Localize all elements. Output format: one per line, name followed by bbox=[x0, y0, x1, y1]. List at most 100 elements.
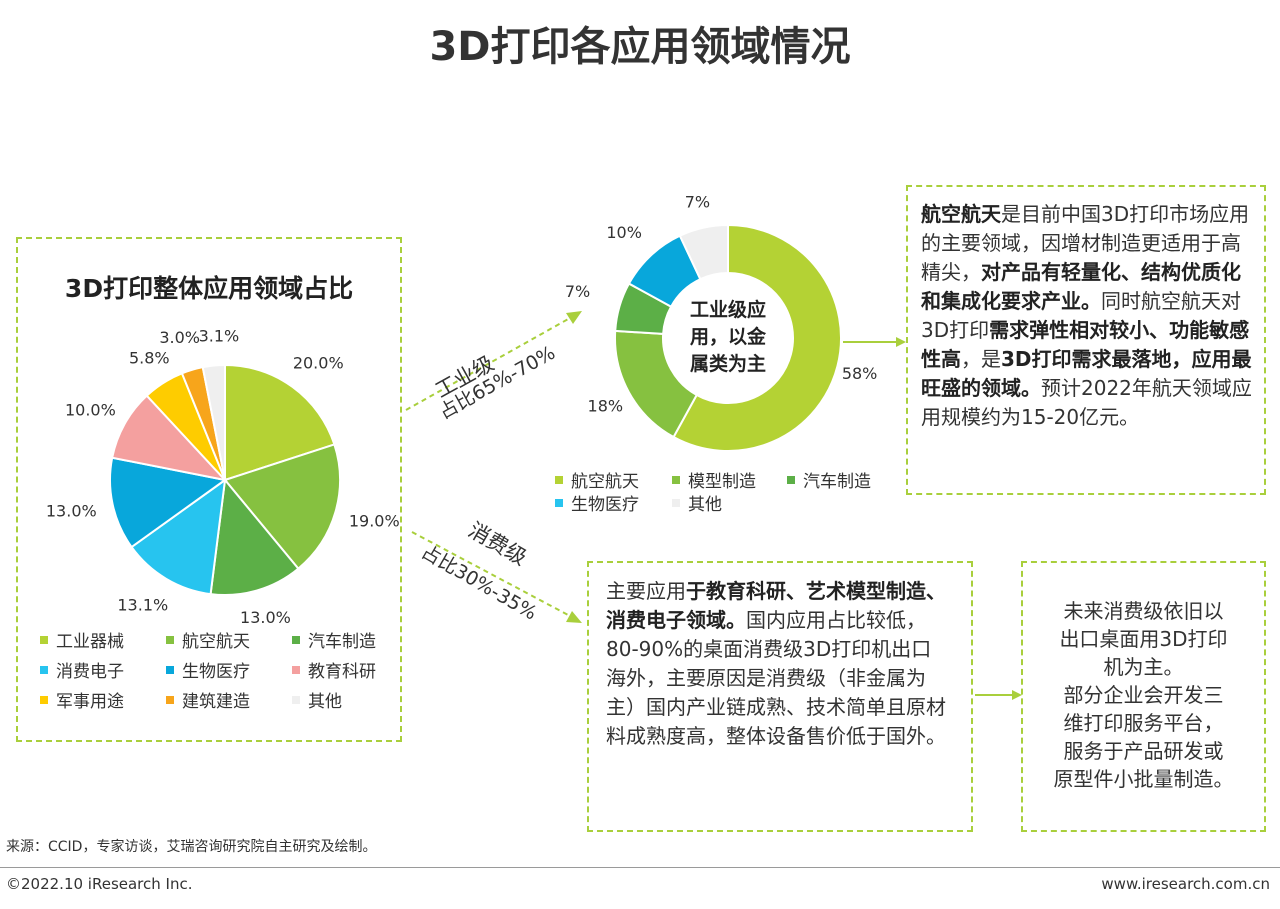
overall-pie-title: 3D打印整体应用领域占比 bbox=[64, 274, 354, 303]
legend-swatch bbox=[166, 636, 174, 644]
aerospace-info-panel: 航空航天是目前中国3D打印市场应用的主要领域，因增材制造更适用于高精尖，对产品有… bbox=[906, 185, 1266, 495]
future-line: 维打印服务平台， bbox=[1063, 711, 1224, 735]
legend-item: 教育科研 bbox=[292, 657, 376, 682]
text-segment: 需求弹性相对较小、功能敏感性高 bbox=[921, 318, 1250, 371]
slice-label: 3.1% bbox=[199, 327, 240, 346]
slice-label: 58% bbox=[842, 364, 878, 383]
legend-item: 生物医疗 bbox=[166, 657, 250, 682]
future-line: 机为主。 bbox=[1103, 655, 1184, 679]
text-segment: 航空航天 bbox=[921, 202, 1001, 226]
pie-slice bbox=[678, 223, 729, 281]
future-line: 原型件小批量制造。 bbox=[1053, 767, 1234, 791]
legend-label: 其他 bbox=[308, 692, 342, 712]
legend-label: 工业器械 bbox=[56, 632, 124, 652]
website-link[interactable]: www.iresearch.com.cn bbox=[1101, 875, 1270, 893]
pie-slice bbox=[224, 363, 336, 482]
pie-slice bbox=[111, 394, 228, 482]
future-description: 未来消费级依旧以 出口桌面用3D打印 机为主。 部分企业会开发三 维打印服务平台… bbox=[1029, 597, 1258, 793]
text-segment: 主要应用 bbox=[606, 579, 686, 603]
legend-swatch bbox=[40, 666, 48, 674]
legend-item: 模型制造 bbox=[672, 467, 756, 492]
donut-center-line: 属类为主 bbox=[690, 352, 766, 375]
text-segment: 于教育科研、艺术模型制造、消费电子领域。 bbox=[606, 579, 946, 632]
text-segment: 3D打印需求最落地，应用最旺盛的领域。 bbox=[921, 347, 1252, 400]
slice-label: 10% bbox=[606, 223, 642, 242]
legend-item: 汽车制造 bbox=[787, 467, 871, 492]
consumer-description: 主要应用于教育科研、艺术模型制造、消费电子领域。国内应用占比较低，80-90%的… bbox=[606, 577, 951, 751]
legend-item: 其他 bbox=[672, 490, 722, 515]
legend-item: 航空航天 bbox=[555, 467, 639, 492]
copyright: ©2022.10 iResearch Inc. bbox=[6, 875, 193, 893]
slice-label: 18% bbox=[588, 396, 624, 415]
slice-label: 19.0% bbox=[349, 511, 400, 530]
legend-label: 汽车制造 bbox=[803, 472, 871, 492]
pie-slice bbox=[223, 443, 341, 571]
overall-pie-legend: 工业器械 航空航天 汽车制造 消费电子 生物医疗 教育科研 军事用途 建筑建造 … bbox=[40, 627, 390, 712]
page-title: 3D打印各应用领域情况 bbox=[429, 24, 851, 70]
slice-label: 13.1% bbox=[117, 596, 168, 615]
legend-item: 航空航天 bbox=[166, 627, 250, 652]
slice-label: 7% bbox=[565, 282, 590, 301]
legend-label: 航空航天 bbox=[182, 632, 250, 652]
consumer-arrow-head bbox=[566, 611, 582, 623]
legend-item: 消费电子 bbox=[40, 657, 124, 682]
overall-pie-panel: 3D打印整体应用领域占比 工业器械 航空航天 汽车制造 消费电子 生物医疗 教育… bbox=[16, 237, 402, 742]
donut-center-line: 工业级应 bbox=[690, 298, 766, 321]
donut-to-aero-arrow-head bbox=[896, 337, 906, 347]
legend-label: 航空航天 bbox=[571, 472, 639, 492]
aerospace-description: 航空航天是目前中国3D打印市场应用的主要领域，因增材制造更适用于高精尖，对产品有… bbox=[921, 200, 1255, 432]
legend-label: 建筑建造 bbox=[182, 692, 250, 712]
industrial-donut-chart: 58% 18% 7% 10% 7% bbox=[565, 192, 878, 452]
text-segment: 对产品有轻量化、结构优质化和集成化要求产业。 bbox=[921, 260, 1241, 313]
legend-swatch bbox=[292, 636, 300, 644]
pie-slice bbox=[109, 456, 228, 549]
legend-label: 生物医疗 bbox=[571, 495, 639, 515]
legend-label: 消费电子 bbox=[56, 662, 124, 682]
text-segment: 预计2022年航天领域应用规模约为15-20亿元。 bbox=[921, 376, 1252, 429]
industrial-arrow-line bbox=[405, 317, 571, 411]
legend-swatch bbox=[292, 696, 300, 704]
slice-label: 3.0% bbox=[159, 328, 200, 347]
industrial-arrow-head bbox=[566, 311, 582, 324]
slice-label: 13.0% bbox=[46, 502, 97, 521]
legend-swatch bbox=[166, 666, 174, 674]
legend-label: 生物医疗 bbox=[182, 662, 250, 682]
footer-divider bbox=[0, 867, 1280, 868]
legend-item: 军事用途 bbox=[40, 687, 124, 712]
legend-swatch bbox=[672, 476, 680, 484]
legend-item: 其他 bbox=[292, 687, 342, 712]
text-segment: 国内应用占比较低，80-90%的桌面消费级3D打印机出口海外，主要原因是消费级（… bbox=[606, 608, 946, 748]
donut-legend: 航空航天 模型制造 汽车制造 生物医疗 其他 bbox=[555, 467, 885, 517]
legend-item: 工业器械 bbox=[40, 627, 124, 652]
legend-item: 汽车制造 bbox=[292, 627, 376, 652]
legend-swatch bbox=[292, 666, 300, 674]
overall-pie-chart: 20.0% 19.0% 13.0% 13.1% 13.0% 10.0% 5.8% 3.0%3.… bbox=[46, 327, 400, 628]
legend-swatch bbox=[166, 696, 174, 704]
legend-label: 模型制造 bbox=[688, 472, 756, 492]
text-segment: 同时航空航天对3D打印 bbox=[921, 289, 1241, 342]
legend-swatch bbox=[40, 636, 48, 644]
legend-label: 其他 bbox=[688, 495, 722, 515]
pie-slice bbox=[672, 223, 842, 452]
legend-item: 建筑建造 bbox=[166, 687, 250, 712]
future-line: 出口桌面用3D打印 bbox=[1059, 627, 1228, 651]
legend-swatch bbox=[555, 499, 563, 507]
slice-label: 10.0% bbox=[65, 400, 116, 419]
legend-label: 教育科研 bbox=[308, 662, 376, 682]
future-outlook-panel: 未来消费级依旧以 出口桌面用3D打印 机为主。 部分企业会开发三 维打印服务平台… bbox=[1021, 561, 1266, 832]
text-segment: ，是 bbox=[961, 347, 1001, 371]
consumer-arrow-line bbox=[411, 531, 571, 617]
legend-swatch bbox=[787, 476, 795, 484]
source-note: 来源：CCID，专家访谈，艾瑞咨询研究院自主研究及绘制。 bbox=[6, 839, 377, 855]
slice-label: 20.0% bbox=[293, 354, 344, 373]
consumer-to-future-arrow-head bbox=[1012, 690, 1022, 700]
donut-center-line: 用，以金 bbox=[690, 325, 767, 348]
pie-slice bbox=[201, 363, 226, 481]
legend-label: 军事用途 bbox=[56, 692, 124, 712]
legend-label: 汽车制造 bbox=[308, 632, 376, 652]
consumer-info-panel: 主要应用于教育科研、艺术模型制造、消费电子领域。国内应用占比较低，80-90%的… bbox=[587, 561, 973, 832]
legend-item: 生物医疗 bbox=[555, 490, 639, 515]
pie-slice bbox=[209, 477, 300, 596]
slice-label: 5.8% bbox=[129, 349, 170, 368]
